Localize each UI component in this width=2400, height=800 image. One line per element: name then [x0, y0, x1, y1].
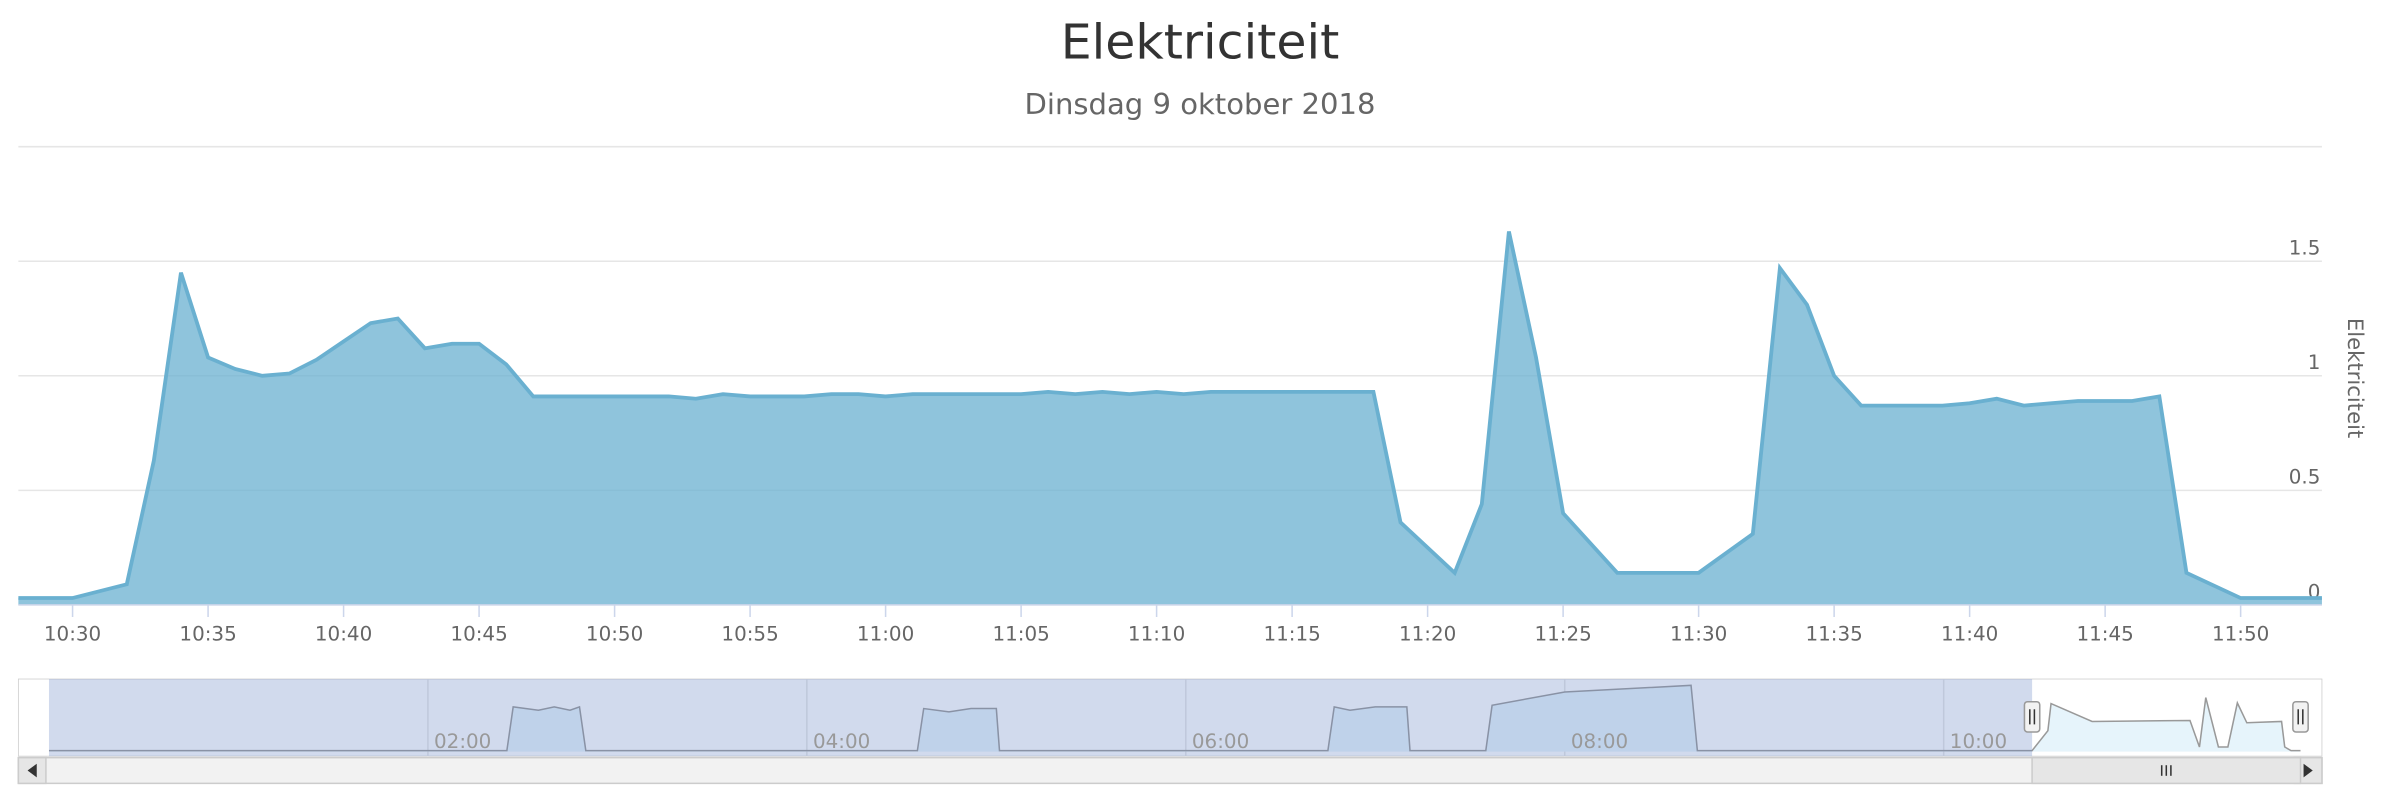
navigator-frame [17, 678, 2323, 757]
area-fill [18, 231, 2322, 605]
y-tick-label: 0.5 [2289, 466, 2321, 489]
plot: 00.511.510:30 10:35 10:40 10:45 10:50 10:55 11… [18, 231, 2322, 646]
scrollbar[interactable] [17, 756, 2323, 785]
navigator-area [48, 685, 2301, 752]
x-tick-label: 11:35 [1805, 623, 1862, 646]
y-tick-label: 1.5 [2289, 237, 2321, 260]
navigator-tick-label: 04:00 [813, 730, 870, 753]
y-axis-title: Elektriciteit [2342, 318, 2367, 438]
scrollbar-track[interactable] [17, 756, 2323, 785]
x-tick-label: 11:20 [1399, 623, 1456, 646]
x-tick-label: 11:40 [1941, 623, 1998, 646]
x-tick-label: 10:30 [44, 623, 101, 646]
x-tick-label: 10:50 [586, 623, 643, 646]
navigator-tick-label: 02:00 [434, 730, 491, 753]
x-tick-label: 11:45 [2076, 623, 2133, 646]
area-line [18, 231, 2322, 600]
navigator: 02:00 04:00 06:00 08:00 10:00 [17, 678, 2323, 757]
y-tick-label: 1 [2308, 351, 2321, 374]
chart-title: Elektriciteit [1061, 15, 1340, 71]
navigator-line [48, 684, 2301, 752]
x-tick-label: 11:30 [1670, 623, 1727, 646]
x-tick-label: 10:45 [450, 623, 507, 646]
navigator-handle[interactable] [2023, 700, 2041, 733]
x-tick-label: 11:25 [1534, 623, 1591, 646]
x-tick-label: 11:10 [1128, 623, 1185, 646]
navigator-tick-label: 06:00 [1192, 730, 1249, 753]
chart-subtitle: Dinsdag 9 oktober 2018 [1025, 87, 1376, 121]
navigator-tick-label: 08:00 [1571, 730, 1628, 753]
x-tick-label: 11:15 [1263, 623, 1320, 646]
x-tick-label: 11:00 [857, 623, 914, 646]
navigator-mask [48, 679, 2033, 757]
x-tick-label: 10:40 [315, 623, 372, 646]
x-tick-label: 10:55 [721, 623, 778, 646]
x-tick-label: 10:35 [179, 623, 236, 646]
navigator-handle[interactable] [2292, 700, 2309, 733]
x-tick-label: 11:05 [992, 623, 1049, 646]
scroll-left-arrow [27, 763, 37, 778]
scroll-right-arrow [2303, 763, 2313, 778]
x-tick-label: 11:50 [2212, 623, 2269, 646]
navigator-tick-label: 10:00 [1950, 730, 2007, 753]
